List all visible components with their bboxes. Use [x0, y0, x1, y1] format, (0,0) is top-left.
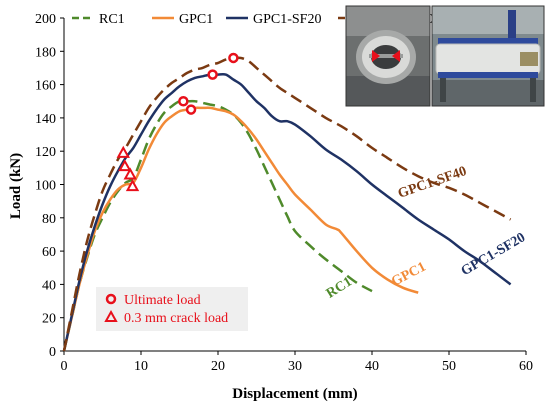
y-tick-label: 120: [35, 145, 56, 160]
x-tick-label: 10: [134, 359, 148, 374]
legend-label-gpc1-sf20: GPC1-SF20: [253, 12, 321, 27]
y-tick-label: 80: [42, 212, 56, 227]
x-axis-title: Displacement (mm): [232, 386, 357, 402]
y-tick-label: 60: [42, 245, 56, 260]
y-tick-label: 20: [42, 312, 56, 327]
test-setup-photo: [431, 5, 545, 107]
crack-load-marker: [116, 145, 130, 158]
x-tick-label: 0: [61, 359, 68, 374]
ultimate-load-marker: [228, 52, 239, 64]
x-tick-label: 60: [519, 359, 533, 374]
ultimate-load-legend-label: Ultimate load: [124, 293, 201, 308]
x-tick-label: 20: [211, 359, 225, 374]
y-tick-label: 0: [49, 345, 56, 360]
y-axis-ticks: 0 20 40 60 80 100 120 140 160 180 200: [35, 12, 64, 360]
ultimate-load-legend-icon: [105, 293, 117, 305]
series-line-gpc1-sf20: [62, 72, 512, 352]
ultimate-load-marker: [185, 104, 197, 115]
ultimate-load-marker: [207, 69, 218, 80]
y-tick-label: 200: [35, 12, 56, 27]
crack-load-marker: [123, 167, 137, 180]
crack-load-legend-icon: [104, 309, 118, 322]
marker-legend-box: [96, 287, 248, 331]
ultimate-load-marker: [178, 96, 189, 107]
y-tick-label: 100: [35, 179, 56, 194]
marker-legend: Ultimate load 0.3 mm crack load: [96, 287, 248, 331]
legend-label-rc1: RC1: [99, 12, 125, 27]
x-tick-label: 50: [442, 359, 456, 374]
series-line-rc1: [62, 99, 373, 352]
specimen-photo: [345, 5, 431, 107]
legend-label-gpc1: GPC1: [179, 12, 213, 27]
y-tick-label: 160: [35, 79, 56, 94]
crack-load-legend-label: 0.3 mm crack load: [124, 311, 228, 326]
y-axis-title: Load (kN): [8, 153, 24, 219]
crack-load-marker: [125, 179, 140, 192]
series-line-gpc1: [62, 106, 419, 352]
y-tick-label: 180: [35, 45, 56, 60]
crack-load-marker: [118, 159, 132, 172]
markers-layer: [116, 52, 239, 192]
y-tick-label: 140: [35, 112, 56, 127]
x-tick-label: 40: [365, 359, 379, 374]
y-tick-label: 40: [42, 278, 56, 293]
x-tick-label: 30: [288, 359, 302, 374]
x-axis-ticks: 0 10 20 30 40 50 60: [61, 351, 533, 374]
